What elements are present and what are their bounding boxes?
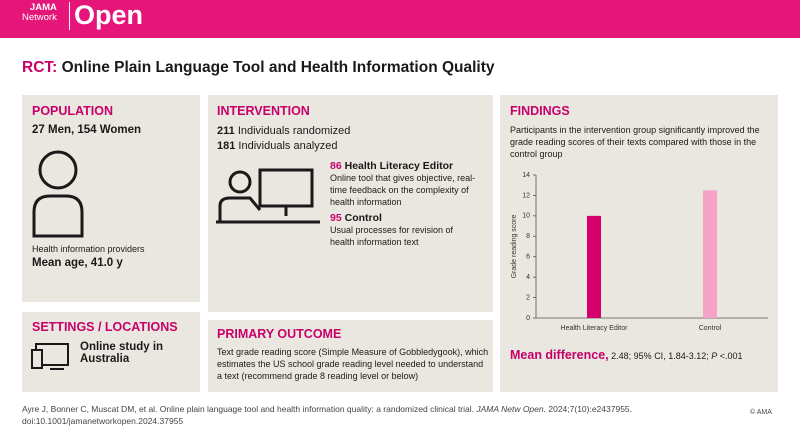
- logo-main: Open: [74, 0, 144, 30]
- logo-bottom: Network: [22, 12, 57, 23]
- heading: SETTINGS / LOCATIONS: [32, 320, 178, 334]
- arm-n: 95: [330, 212, 342, 224]
- citation-ref: 2024;7(10):e2437955.: [548, 404, 633, 414]
- citation: Ayre J, Bonner C, Muscat DM, et al. Onli…: [22, 403, 762, 427]
- findings-panel: [500, 95, 778, 392]
- logo-top: JAMA: [29, 2, 57, 13]
- findings-text: Participants in the intervention group s…: [510, 125, 760, 159]
- y-tick-label: 2: [526, 294, 530, 301]
- population-panel: [22, 95, 200, 302]
- settings-text: Online study in Australia: [80, 341, 164, 365]
- analyzed: 181 Individuals analyzed: [217, 140, 338, 152]
- computer-icon: [216, 168, 320, 224]
- count: 181: [217, 140, 236, 152]
- bar: [587, 215, 601, 318]
- y-tick-label: 8: [526, 233, 530, 240]
- title: RCT: Online Plain Language Tool and Heal…: [22, 59, 495, 77]
- arm-desc: Online tool that gives objective, real-t…: [330, 173, 476, 207]
- y-tick-label: 6: [526, 254, 530, 261]
- label: Individuals randomized: [237, 125, 351, 137]
- arm-name: Control: [344, 212, 382, 224]
- y-tick-label: 14: [522, 172, 530, 179]
- arm-desc: Usual processes for revision of health i…: [330, 225, 454, 247]
- arm-n: 86: [330, 160, 342, 172]
- label: Individuals analyzed: [238, 140, 338, 152]
- y-tick-label: 10: [522, 213, 530, 220]
- y-tick-label: 4: [526, 274, 530, 281]
- population-counts: 27 Men, 154 Women: [32, 124, 142, 136]
- person-icon: [32, 150, 84, 238]
- heading: POPULATION: [32, 104, 114, 118]
- devices-icon: [31, 343, 69, 370]
- population-who: Health information providers: [32, 244, 145, 254]
- heading: INTERVENTION: [217, 104, 310, 118]
- header-bar: [0, 0, 800, 38]
- randomized: 211 Individuals randomized: [217, 125, 350, 137]
- bar: [703, 190, 717, 318]
- md-label: Mean difference,: [510, 348, 609, 362]
- y-axis-title: Grade reading score: [511, 214, 518, 278]
- heading: PRIMARY OUTCOME: [217, 327, 342, 341]
- count: 211: [217, 125, 235, 137]
- logo-divider: [69, 2, 70, 30]
- y-tick-label: 12: [522, 192, 530, 199]
- settings-panel: [22, 312, 200, 392]
- md-p: P: [711, 351, 718, 361]
- citation-doi: doi:10.1001/jamanetworkopen.2024.37955: [22, 416, 184, 426]
- population-age: Mean age, 41.0 y: [32, 257, 123, 269]
- chart: Grade reading score 0 2 4 6 8 10 12 14 Health Lit…: [511, 172, 768, 332]
- arm: 95 Control Usual processes for revision o…: [330, 212, 470, 248]
- title-prefix: RCT:: [22, 59, 58, 76]
- y-tick-label: 0: [526, 315, 530, 322]
- outcome-text: Text grade reading score (Simple Measure…: [217, 347, 489, 381]
- md-pval: <.001: [719, 351, 743, 361]
- md-text: 2.48; 95% CI, 1.84-3.12;: [611, 351, 709, 361]
- citation-text: Ayre J, Bonner C, Muscat DM, et al. Onli…: [22, 404, 474, 414]
- title-text: Online Plain Language Tool and Health In…: [61, 59, 495, 76]
- arm-name: Health Literacy Editor: [344, 160, 454, 172]
- outcome-panel: [208, 320, 493, 392]
- copyright: © AMA: [750, 409, 772, 416]
- logo: JAMA Network: [22, 3, 57, 23]
- citation-journal: JAMA Netw Open.: [476, 404, 546, 414]
- mean-difference: Mean difference, 2.48; 95% CI, 1.84-3.12…: [510, 348, 743, 362]
- x-tick-label: Health Literacy Editor: [561, 325, 629, 332]
- x-tick-label: Control: [699, 325, 722, 332]
- heading: FINDINGS: [510, 104, 570, 118]
- arm: 86 Health Literacy Editor Online tool tha…: [330, 160, 490, 208]
